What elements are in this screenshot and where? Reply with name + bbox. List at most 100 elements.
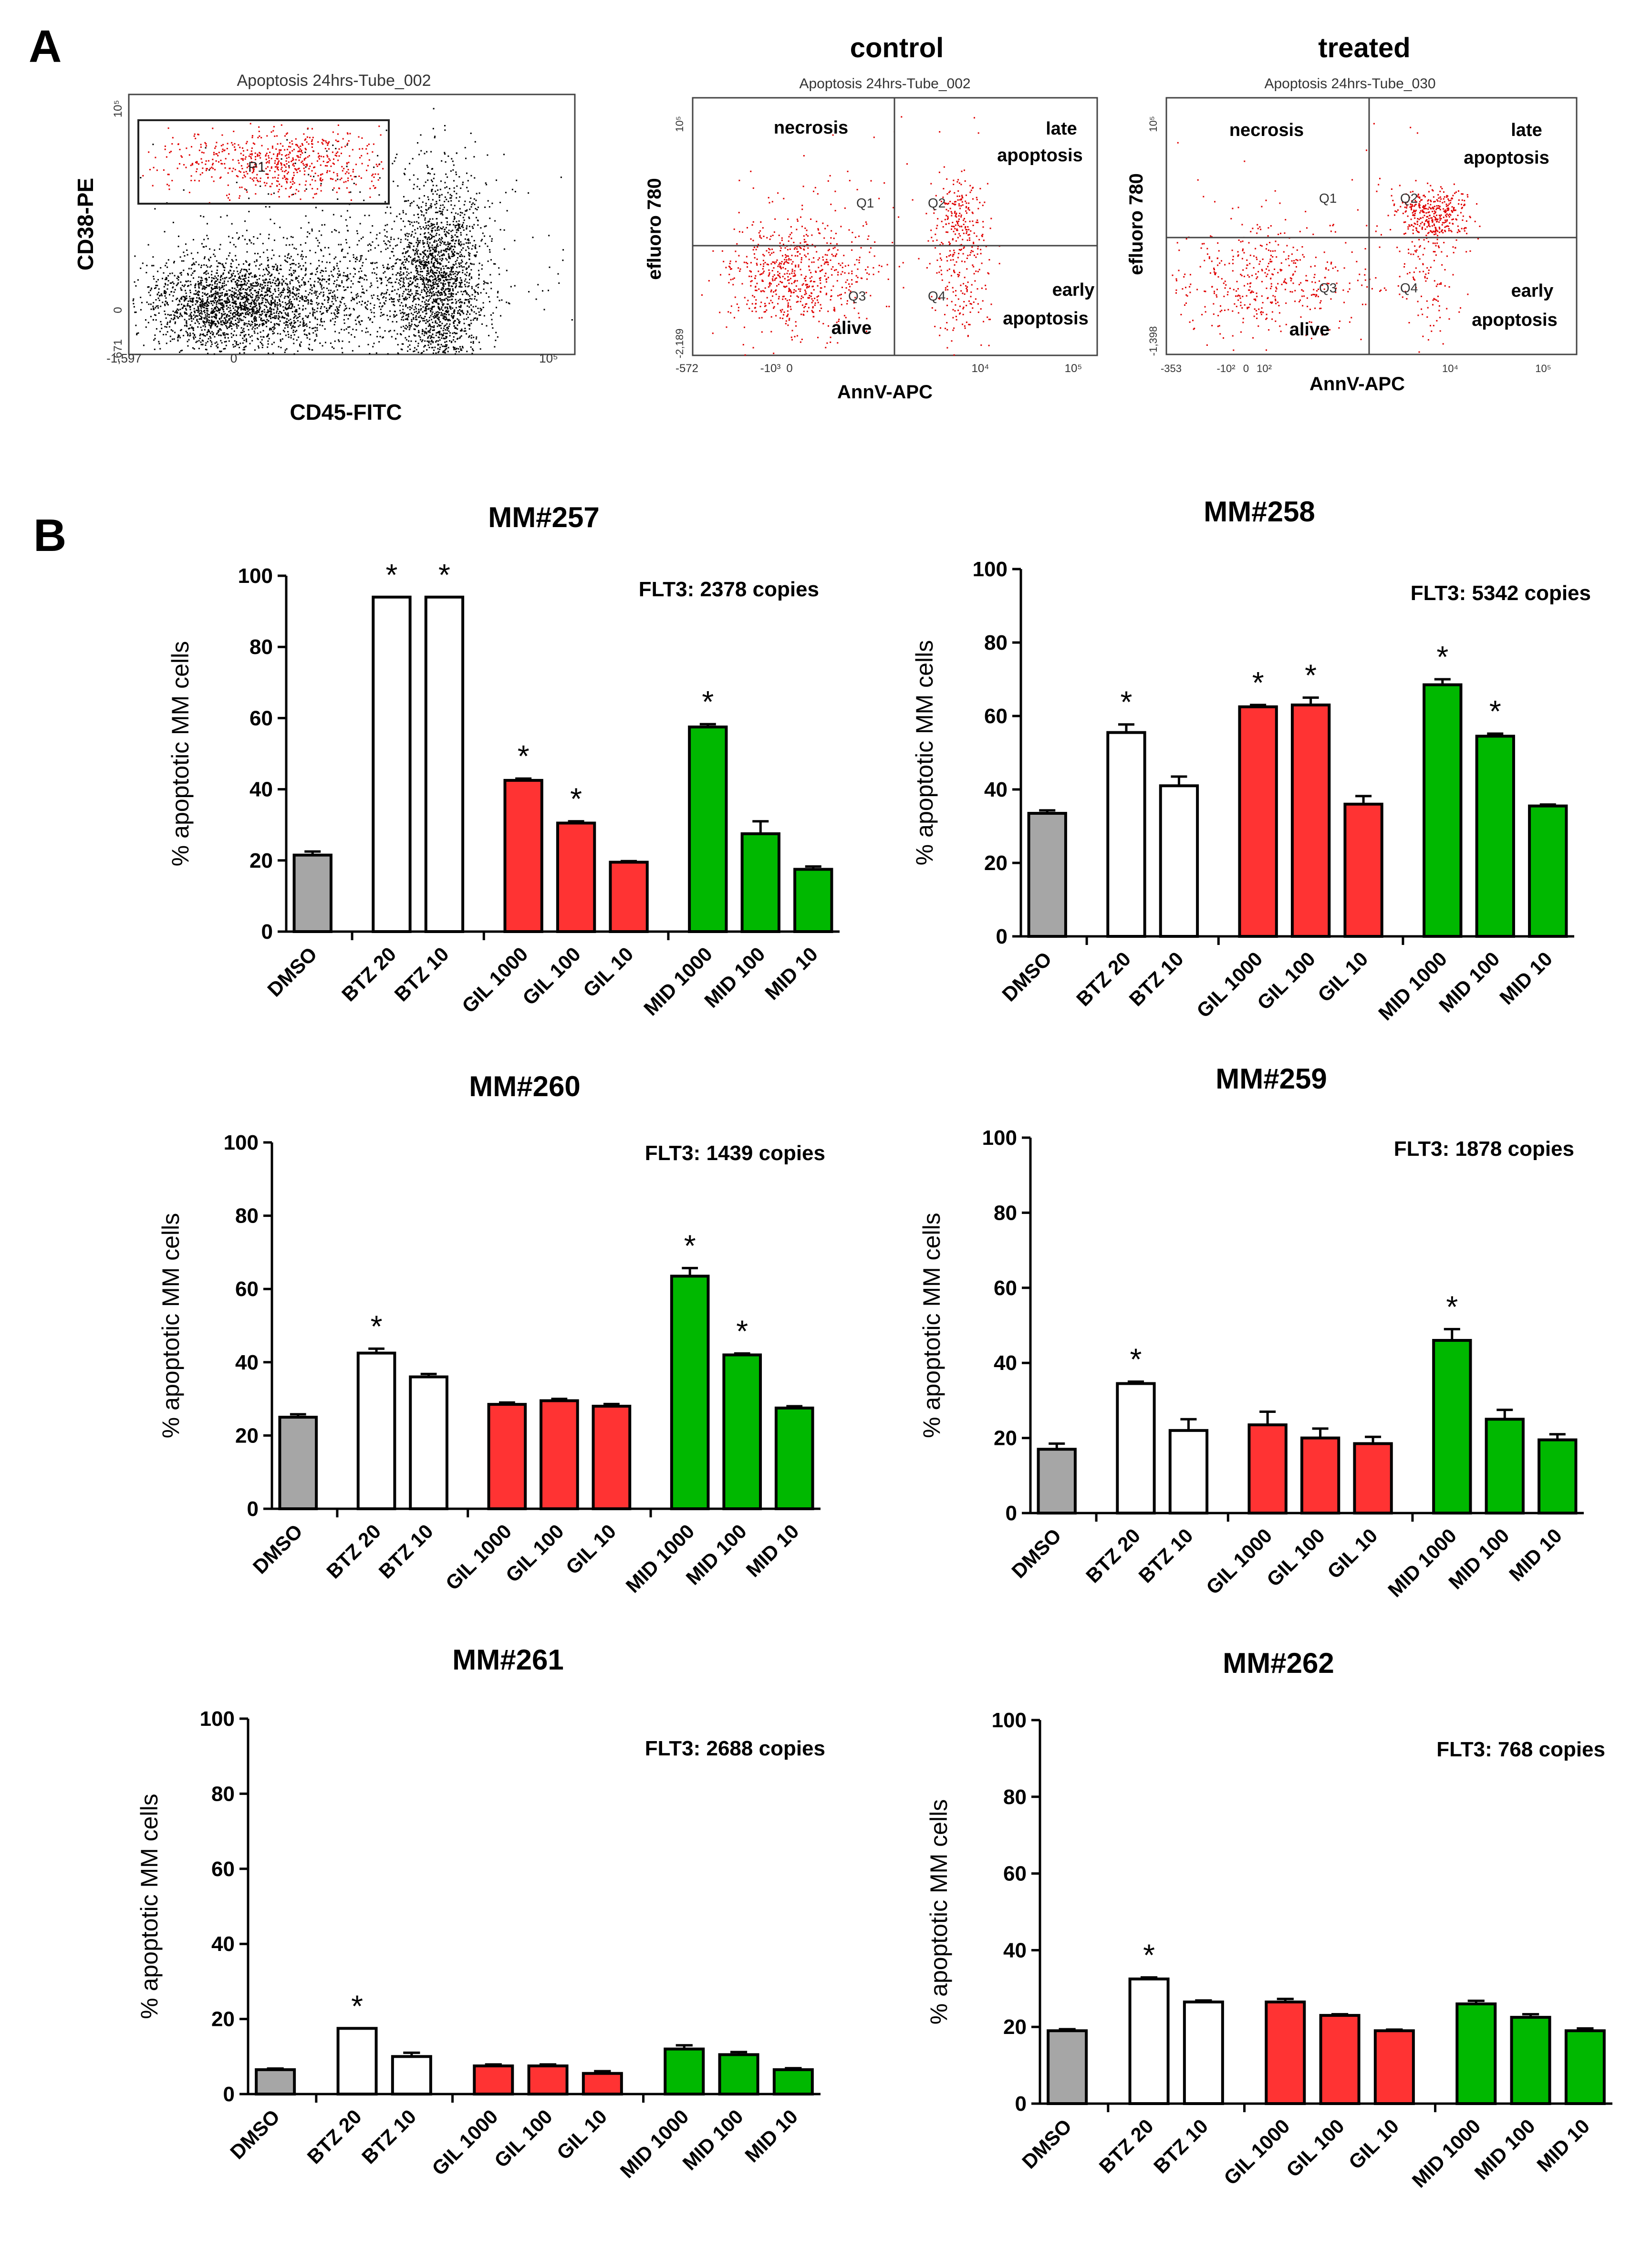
event-dot xyxy=(169,320,171,322)
event-dot xyxy=(305,268,307,270)
event-dot xyxy=(286,318,288,320)
event-dot xyxy=(332,162,334,164)
event-dot xyxy=(442,254,444,256)
event-dot xyxy=(304,274,306,276)
event-dot xyxy=(435,190,436,192)
event-dot xyxy=(283,280,285,282)
event-dot xyxy=(416,265,417,267)
event-dot xyxy=(456,280,457,282)
event-dot xyxy=(396,154,398,156)
event-dot xyxy=(205,273,207,275)
event-dot xyxy=(135,285,137,287)
event-dot xyxy=(445,293,447,295)
event-dot xyxy=(333,283,335,284)
event-dot xyxy=(424,340,426,342)
event-dot xyxy=(447,303,448,305)
event-dot xyxy=(249,302,251,304)
event-dot xyxy=(204,329,206,331)
event-dot xyxy=(226,326,228,328)
event-dot xyxy=(373,312,375,314)
event-dot xyxy=(440,213,442,215)
event-dot xyxy=(274,303,276,305)
event-dot xyxy=(319,324,321,326)
event-dot xyxy=(305,290,307,292)
event-dot xyxy=(248,211,250,212)
event-dot xyxy=(199,312,201,314)
event-dot xyxy=(304,151,306,153)
event-dot xyxy=(430,249,432,251)
event-dot xyxy=(320,319,322,321)
event-dot xyxy=(216,280,218,282)
event-dot xyxy=(430,271,431,273)
event-dot xyxy=(214,297,216,299)
event-dot xyxy=(327,310,329,311)
event-dot xyxy=(372,225,374,227)
event-dot xyxy=(259,314,260,316)
event-dot xyxy=(360,255,362,257)
event-dot xyxy=(440,210,441,212)
event-dot xyxy=(296,293,298,295)
event-dot xyxy=(496,307,497,309)
event-dot xyxy=(330,166,332,167)
event-dot xyxy=(445,337,447,339)
event-dot xyxy=(217,294,219,295)
event-dot xyxy=(441,255,443,257)
event-dot xyxy=(447,329,448,331)
event-dot xyxy=(445,348,447,350)
event-dot xyxy=(266,326,268,328)
event-dot xyxy=(226,293,228,295)
event-dot xyxy=(286,295,288,297)
event-dot xyxy=(193,277,194,279)
event-dot xyxy=(210,301,212,302)
event-dot xyxy=(412,305,414,307)
event-dot xyxy=(310,263,312,265)
event-dot xyxy=(344,275,346,277)
event-dot xyxy=(318,265,320,267)
event-dot xyxy=(447,241,449,243)
event-dot xyxy=(217,266,218,268)
event-dot xyxy=(265,305,267,307)
event-dot xyxy=(175,321,176,323)
event-dot xyxy=(335,315,337,317)
event-dot xyxy=(424,153,426,155)
event-dot xyxy=(444,299,446,301)
event-dot xyxy=(200,146,202,148)
event-dot xyxy=(447,248,448,249)
event-dot xyxy=(453,315,455,317)
event-dot xyxy=(249,325,251,327)
event-dot xyxy=(302,299,304,301)
event-dot xyxy=(176,316,178,317)
event-dot xyxy=(211,301,213,302)
event-dot xyxy=(177,317,179,319)
event-dot xyxy=(169,322,171,323)
event-dot xyxy=(443,241,445,243)
event-dot xyxy=(228,300,230,301)
event-dot xyxy=(148,303,150,305)
event-dot xyxy=(132,300,134,301)
event-dot xyxy=(198,322,200,324)
event-dot xyxy=(322,275,323,277)
event-dot xyxy=(360,277,362,279)
event-dot xyxy=(483,315,485,317)
event-dot xyxy=(435,259,436,261)
event-dot xyxy=(494,263,496,265)
event-dot xyxy=(342,249,343,250)
event-dot xyxy=(283,310,285,311)
event-dot xyxy=(421,279,423,280)
event-dot xyxy=(447,267,448,269)
event-dot xyxy=(345,219,347,221)
event-dot xyxy=(329,307,331,309)
event-dot xyxy=(242,342,244,344)
event-dot xyxy=(289,283,291,285)
event-dot xyxy=(244,303,246,305)
event-dot xyxy=(460,255,461,257)
event-dot xyxy=(396,293,398,295)
event-dot xyxy=(417,244,419,246)
event-dot xyxy=(367,244,369,246)
event-dot xyxy=(224,322,226,323)
event-dot xyxy=(231,317,233,319)
event-dot xyxy=(405,200,407,202)
event-dot xyxy=(452,339,454,341)
event-dot xyxy=(249,295,251,297)
event-dot xyxy=(416,272,418,274)
